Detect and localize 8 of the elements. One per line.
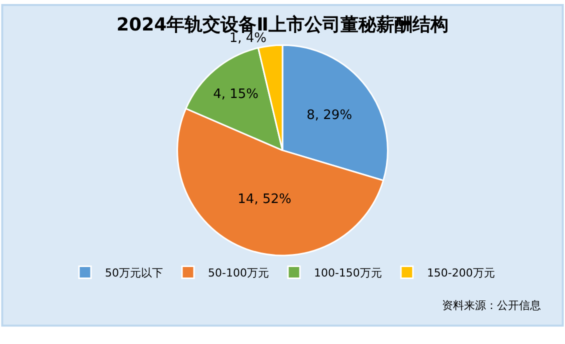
legend-label: 100-150万元 [314,266,382,280]
legend-label: 50-100万元 [208,266,269,280]
data-label: 4, 15% [213,87,259,102]
data-label: 8, 29% [306,108,352,123]
legend-label: 50万元以下 [105,266,163,280]
data-label: 14, 52% [238,192,292,208]
legend-label: 150-200万元 [426,266,495,280]
text: 资料来源：公开信息 [442,299,541,312]
